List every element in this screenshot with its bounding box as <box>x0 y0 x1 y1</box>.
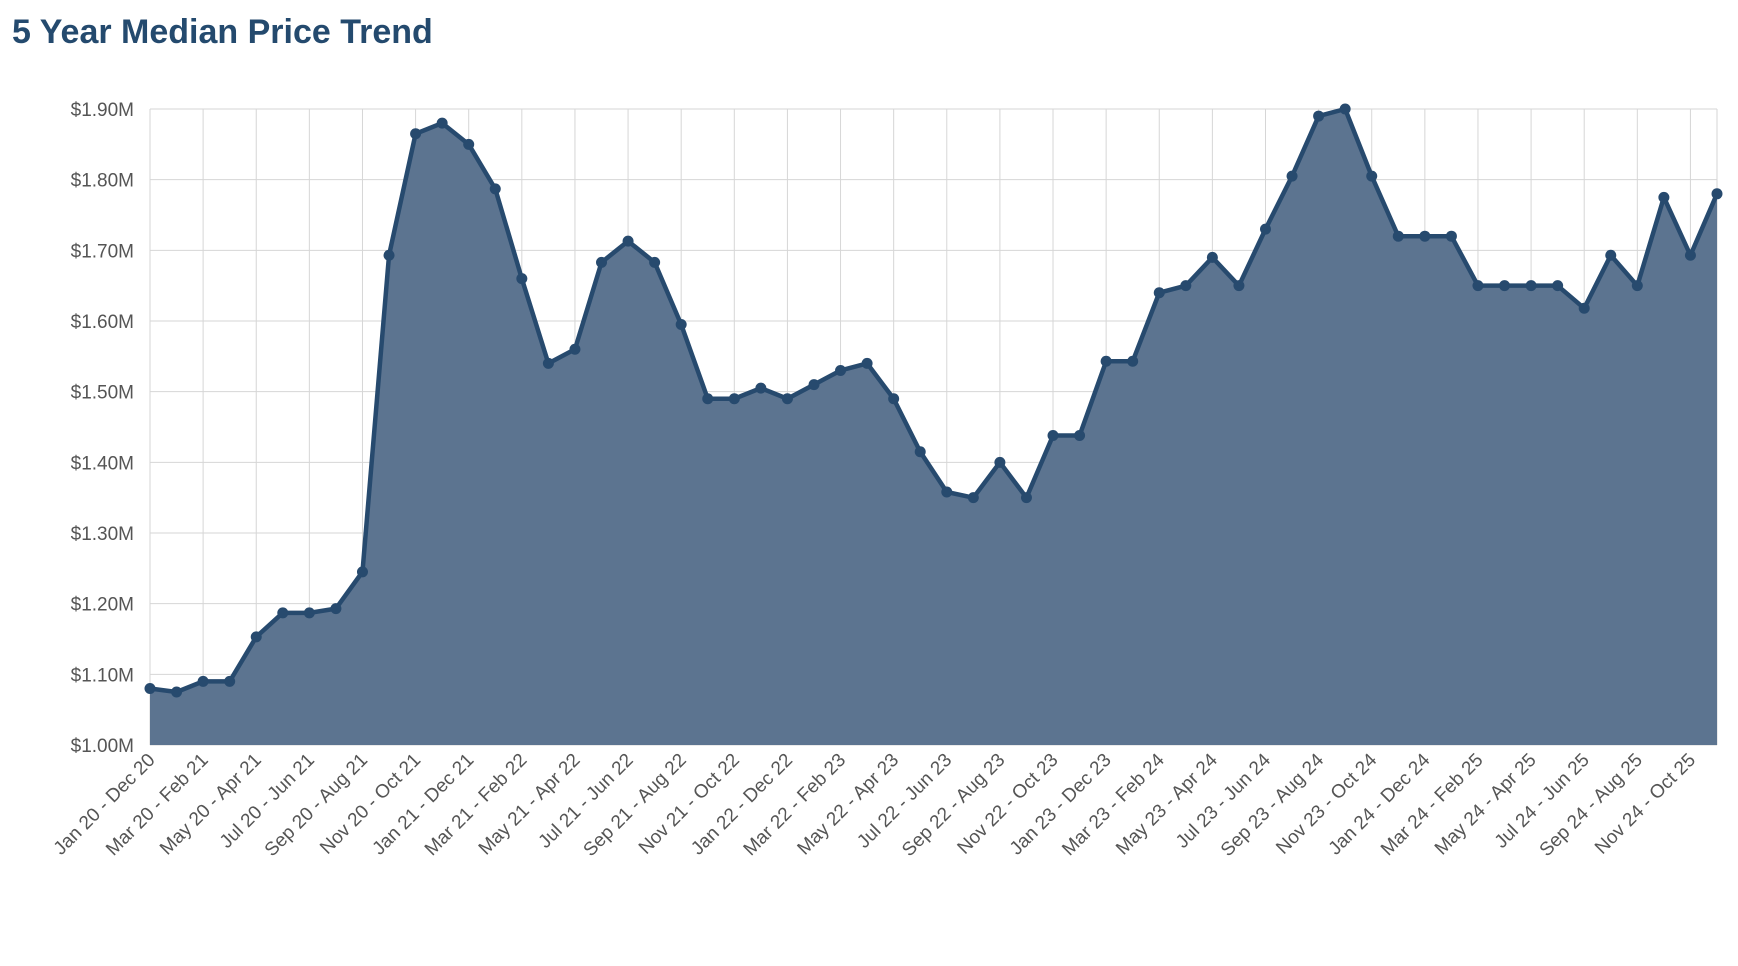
data-point[interactable] <box>330 603 342 615</box>
data-point[interactable] <box>1180 280 1192 292</box>
data-point[interactable] <box>914 446 926 458</box>
data-point[interactable] <box>781 393 793 405</box>
data-point[interactable] <box>1419 230 1431 242</box>
data-point[interactable] <box>250 631 262 643</box>
data-point[interactable] <box>1605 249 1617 261</box>
data-point[interactable] <box>1445 230 1457 242</box>
data-point[interactable] <box>596 256 608 268</box>
data-point[interactable] <box>1127 355 1139 367</box>
data-point[interactable] <box>649 256 661 268</box>
data-point[interactable] <box>303 607 315 619</box>
page-title: 5 Year Median Price Trend <box>12 13 433 51</box>
data-point[interactable] <box>489 183 501 195</box>
data-point[interactable] <box>755 382 767 394</box>
data-point[interactable] <box>1047 429 1059 441</box>
data-point[interactable] <box>861 357 873 369</box>
data-point[interactable] <box>1020 492 1032 504</box>
series-line <box>149 106 1720 695</box>
data-point[interactable] <box>967 492 979 504</box>
data-point[interactable] <box>1233 280 1245 292</box>
y-tick-label: $1.60M <box>71 312 134 333</box>
data-point[interactable] <box>1552 280 1564 292</box>
y-tick-label: $1.10M <box>71 665 134 686</box>
data-points <box>144 103 1723 698</box>
y-tick-label: $1.00M <box>71 736 134 757</box>
x-tick-label: Jul 24 - Jun 25 <box>1491 750 1594 853</box>
y-tick-label: $1.20M <box>71 595 134 616</box>
data-point[interactable] <box>277 607 289 619</box>
x-tick-label: Jul 20 - Jun 21 <box>216 750 319 853</box>
data-point[interactable] <box>1259 223 1271 235</box>
series-area-fill <box>150 109 1717 745</box>
data-point[interactable] <box>1074 429 1086 441</box>
x-tick-label: Jul 22 - Jun 23 <box>853 750 956 853</box>
data-point[interactable] <box>1339 103 1351 115</box>
data-point[interactable] <box>1631 280 1643 292</box>
x-tick-label: Jul 21 - Jun 22 <box>535 750 638 853</box>
data-point[interactable] <box>171 686 183 698</box>
data-point[interactable] <box>835 364 847 376</box>
data-point[interactable] <box>542 357 554 369</box>
data-point[interactable] <box>1578 302 1590 314</box>
data-point[interactable] <box>1472 280 1484 292</box>
data-point[interactable] <box>436 117 448 129</box>
x-tick-label: Nov 24 - Oct 25 <box>1591 750 1700 859</box>
data-point[interactable] <box>383 249 395 261</box>
data-point[interactable] <box>941 486 953 498</box>
y-tick-label: $1.30M <box>71 524 134 545</box>
data-point[interactable] <box>1206 251 1218 263</box>
y-tick-label: $1.40M <box>71 453 134 474</box>
data-point[interactable] <box>1684 249 1696 261</box>
data-point[interactable] <box>1100 355 1112 367</box>
data-point[interactable] <box>516 273 528 285</box>
data-point[interactable] <box>1153 287 1165 299</box>
data-point[interactable] <box>144 682 156 694</box>
data-point[interactable] <box>1499 280 1511 292</box>
data-point[interactable] <box>1366 170 1378 182</box>
data-point[interactable] <box>463 138 475 150</box>
y-tick-label: $1.50M <box>71 383 134 404</box>
data-point[interactable] <box>1525 280 1537 292</box>
data-point[interactable] <box>1658 191 1670 203</box>
data-point[interactable] <box>1313 110 1325 122</box>
y-axis-tick-labels: $1.00M $1.10M $1.20M $1.30M $1.40M $1.50M $1.6… <box>71 100 134 757</box>
data-point[interactable] <box>224 675 236 687</box>
data-point[interactable] <box>197 675 209 687</box>
data-point[interactable] <box>675 319 687 331</box>
data-point[interactable] <box>569 343 581 355</box>
y-tick-label: $1.70M <box>71 241 134 262</box>
y-tick-label: $1.80M <box>71 171 134 192</box>
data-point[interactable] <box>702 393 714 405</box>
x-tick-label: Jul 23 - Jun 24 <box>1172 749 1275 852</box>
data-point[interactable] <box>808 379 820 391</box>
data-point[interactable] <box>410 128 422 140</box>
y-tick-label: $1.90M <box>71 100 134 121</box>
data-point[interactable] <box>728 393 740 405</box>
data-point[interactable] <box>1711 188 1723 200</box>
data-point[interactable] <box>994 456 1006 468</box>
data-point[interactable] <box>1286 170 1298 182</box>
data-point[interactable] <box>888 393 900 405</box>
data-point[interactable] <box>1392 230 1404 242</box>
data-point[interactable] <box>356 566 368 578</box>
data-point[interactable] <box>622 235 634 247</box>
